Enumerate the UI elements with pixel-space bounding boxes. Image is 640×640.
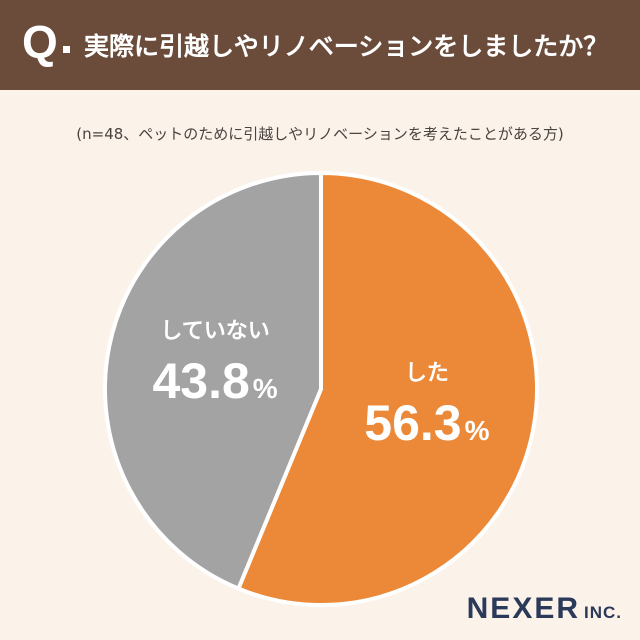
q-dot	[63, 46, 70, 53]
slice-category-label: した	[405, 361, 449, 386]
pie-slice-1	[103, 171, 323, 591]
q-mark: Q	[22, 16, 58, 68]
percent-unit: %	[465, 415, 490, 446]
pie-slice-0	[236, 171, 540, 607]
company-logo: NEXER INC.	[467, 592, 622, 626]
slice-category-label: していない	[160, 319, 269, 344]
percent-unit: %	[253, 373, 278, 404]
question-title: 実際に引越しやリノベーションをしましたか？	[84, 32, 609, 61]
logo-main: NEXER	[466, 592, 580, 625]
header-bar: Q 実際に引越しやリノベーションをしましたか？	[0, 0, 640, 90]
logo-sub: INC.	[584, 603, 622, 622]
sample-note: (n=48、ペットのために引越しやリノベーションを考えたことがある方)	[76, 125, 564, 143]
